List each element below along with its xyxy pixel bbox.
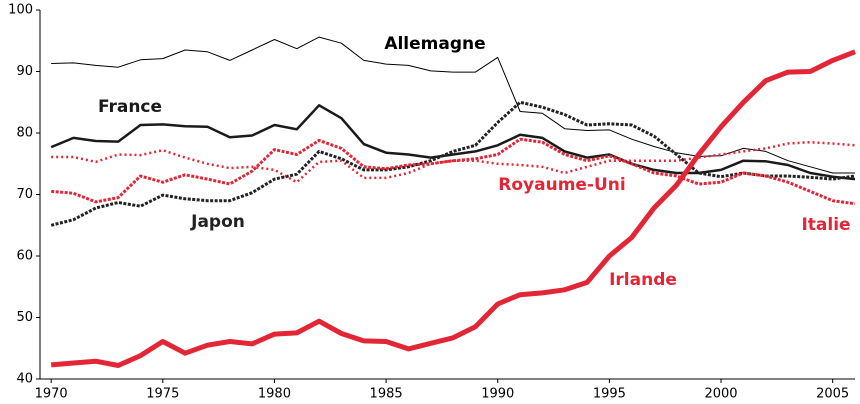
series-label: Allemagne <box>384 34 485 54</box>
y-tick-label: 60 <box>16 249 33 264</box>
x-tick-label: 1990 <box>481 387 514 402</box>
y-tick-label: 40 <box>16 372 33 387</box>
y-tick-label: 70 <box>16 187 33 202</box>
series-line <box>51 36 855 174</box>
series-label: Japon <box>190 212 245 232</box>
y-tick-label: 90 <box>16 64 33 79</box>
series-line <box>51 137 856 206</box>
x-tick-label: 2005 <box>816 387 849 402</box>
x-tick-label: 1980 <box>258 387 291 402</box>
y-tick-label: 80 <box>16 126 33 141</box>
y-tick-label: 100 <box>8 3 33 18</box>
series-label: Italie <box>801 215 850 235</box>
series-line <box>50 100 856 227</box>
series-line <box>50 104 856 181</box>
x-tick-label: 1970 <box>35 387 68 402</box>
x-tick-label: 1975 <box>146 387 179 402</box>
series-label: Royaume-Uni <box>498 175 625 195</box>
y-tick-label: 50 <box>16 310 33 325</box>
series-label: Irlande <box>609 270 677 290</box>
series-line <box>50 49 856 368</box>
x-tick-label: 1995 <box>593 387 626 402</box>
x-tick-label: 2000 <box>704 387 737 402</box>
x-tick-label: 1985 <box>370 387 403 402</box>
series-label: France <box>98 97 162 117</box>
